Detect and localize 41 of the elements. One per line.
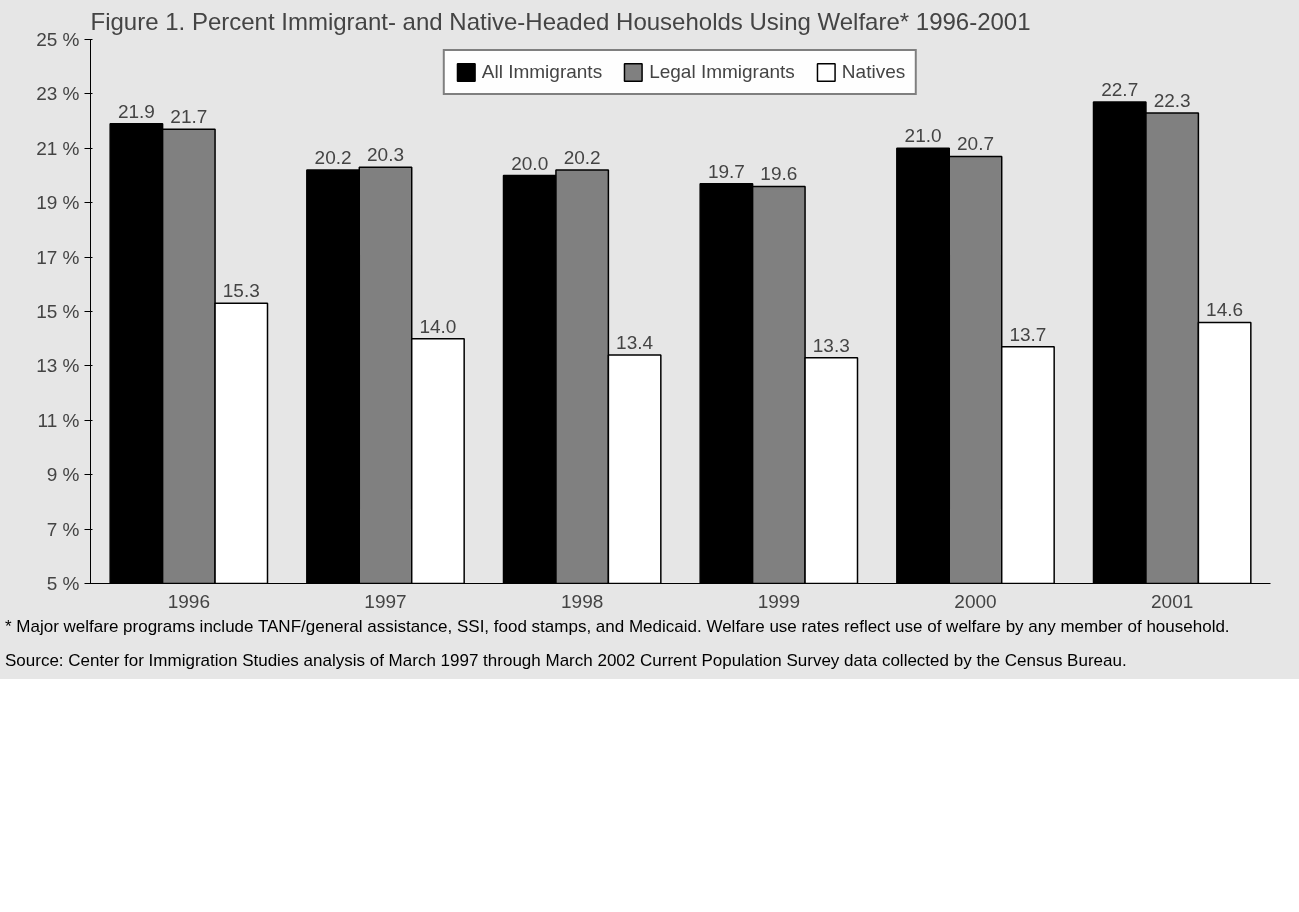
data-label: 15.3 <box>222 280 260 302</box>
y-tick-label: 23 % <box>36 83 80 105</box>
chart-title: Figure 1. Percent Immigrant- and Native-Headed Households Using Welfare* 1996-2001 <box>90 7 1031 35</box>
data-label: 19.7 <box>707 160 745 182</box>
data-label: 13.4 <box>616 332 654 354</box>
x-tick-label: 1997 <box>364 590 407 612</box>
data-label: 21.7 <box>170 106 208 128</box>
y-tick-label: 13 % <box>36 355 80 377</box>
x-tick-label: 1996 <box>167 590 210 612</box>
y-tick-label: 25 % <box>36 29 80 50</box>
y-tick-label: 7 % <box>46 518 80 540</box>
x-tick-label: 1998 <box>561 590 604 612</box>
source-note: Source: Center for Immigration Studies analysis of March 1997 through March 2002 Current Population Survey data collected by the Census Bureau. <box>5 650 1127 673</box>
y-tick-label: 21 % <box>36 137 80 159</box>
y-tick-label: 11 % <box>37 409 80 431</box>
y-tick-label: 15 % <box>36 301 80 322</box>
legend-label: All Immigrants <box>481 61 603 83</box>
data-label: 22.7 <box>1101 79 1139 101</box>
legend-label: Legal Immigrants <box>649 61 795 83</box>
data-label: 20.2 <box>563 147 601 169</box>
data-label: 20.2 <box>314 147 352 169</box>
data-label: 14.0 <box>419 315 457 337</box>
y-tick-label: 5 % <box>46 573 80 594</box>
y-tick-label: 17 % <box>36 246 80 268</box>
y-tick-label: 9 % <box>46 464 80 486</box>
data-label: 20.3 <box>367 144 404 166</box>
legend-label: Natives <box>841 61 906 83</box>
data-label: 19.6 <box>760 163 798 185</box>
data-label: 14.6 <box>1206 299 1244 321</box>
data-label: 13.7 <box>1009 323 1047 345</box>
text: * Major welfare programs include TANF/general assistance, SSI, food stamps, and Medicaid. Welfare use rates reflect use of welfare by any member of household. <box>5 616 1230 638</box>
data-label: 21.0 <box>904 125 942 147</box>
data-label: 13.3 <box>812 334 850 356</box>
y-tick-label: 19 % <box>36 192 80 214</box>
x-tick-label: 2001 <box>1151 590 1194 612</box>
x-tick-label: 2000 <box>954 590 997 612</box>
data-label: 22.3 <box>1153 89 1191 111</box>
data-label: 20.7 <box>957 133 994 155</box>
data-label: 20.0 <box>511 152 549 174</box>
x-tick-label: 1999 <box>757 590 800 612</box>
data-label: 21.9 <box>117 100 155 122</box>
